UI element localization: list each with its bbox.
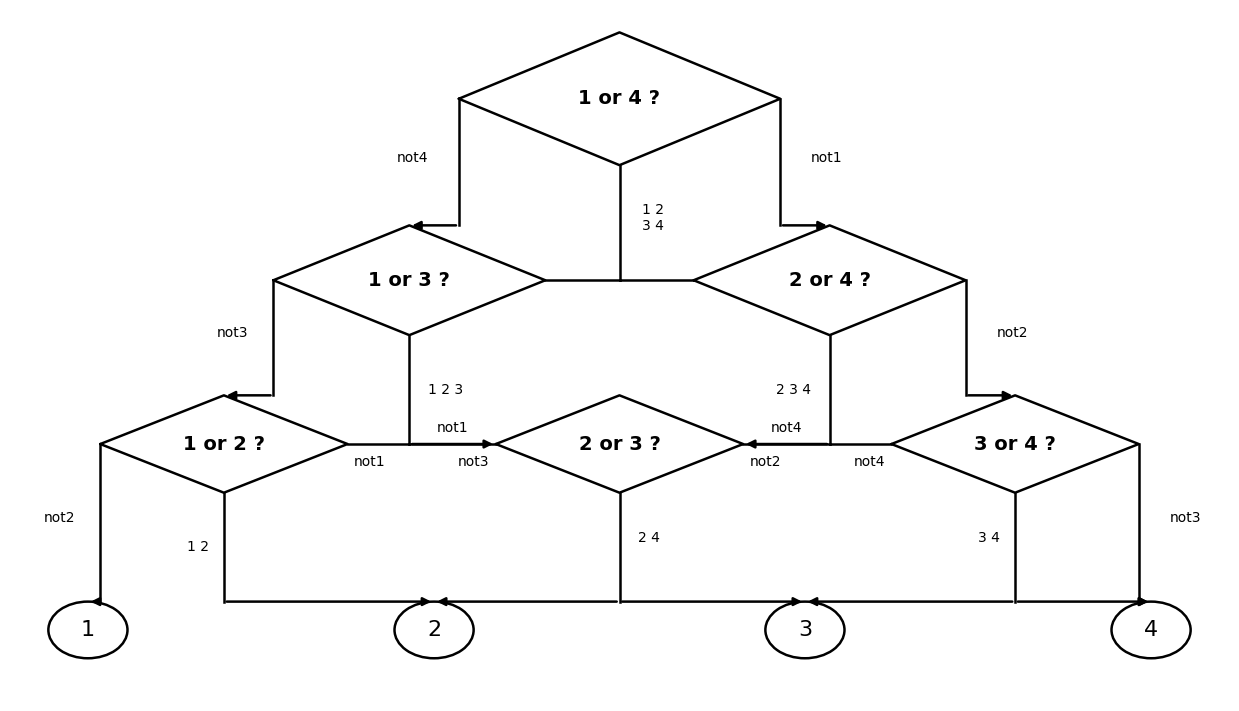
Text: 2: 2 <box>427 620 441 640</box>
Text: not2: not2 <box>750 455 781 469</box>
Text: 2 4: 2 4 <box>638 531 660 545</box>
Text: 1 2: 1 2 <box>187 540 209 554</box>
Text: not1: not1 <box>354 455 385 469</box>
Text: not4: not4 <box>771 421 802 435</box>
Text: 1: 1 <box>81 620 95 640</box>
Text: 1 or 2 ?: 1 or 2 ? <box>183 434 265 454</box>
Text: not4: not4 <box>396 151 427 165</box>
Text: not2: not2 <box>45 511 76 525</box>
Text: 1 or 3 ?: 1 or 3 ? <box>368 271 450 290</box>
Text: 1 2 3: 1 2 3 <box>427 383 463 397</box>
Text: not3: not3 <box>458 455 489 469</box>
Text: 1 or 4 ?: 1 or 4 ? <box>579 90 660 108</box>
Text: 3 or 4 ?: 3 or 4 ? <box>974 434 1056 454</box>
Text: not3: not3 <box>1170 511 1201 525</box>
Text: 3 4: 3 4 <box>979 531 1000 545</box>
Text: not4: not4 <box>854 455 885 469</box>
Text: 2 or 4 ?: 2 or 4 ? <box>789 271 871 290</box>
Text: 2 3 4: 2 3 4 <box>776 383 812 397</box>
Text: 3: 3 <box>798 620 812 640</box>
Text: not2: not2 <box>996 326 1028 341</box>
Text: not1: not1 <box>812 151 843 165</box>
Text: not3: not3 <box>217 326 249 341</box>
Text: 2 or 3 ?: 2 or 3 ? <box>579 434 660 454</box>
Text: 1 2
3 4: 1 2 3 4 <box>642 203 664 233</box>
Text: not1: not1 <box>437 421 468 435</box>
Text: 4: 4 <box>1144 620 1158 640</box>
